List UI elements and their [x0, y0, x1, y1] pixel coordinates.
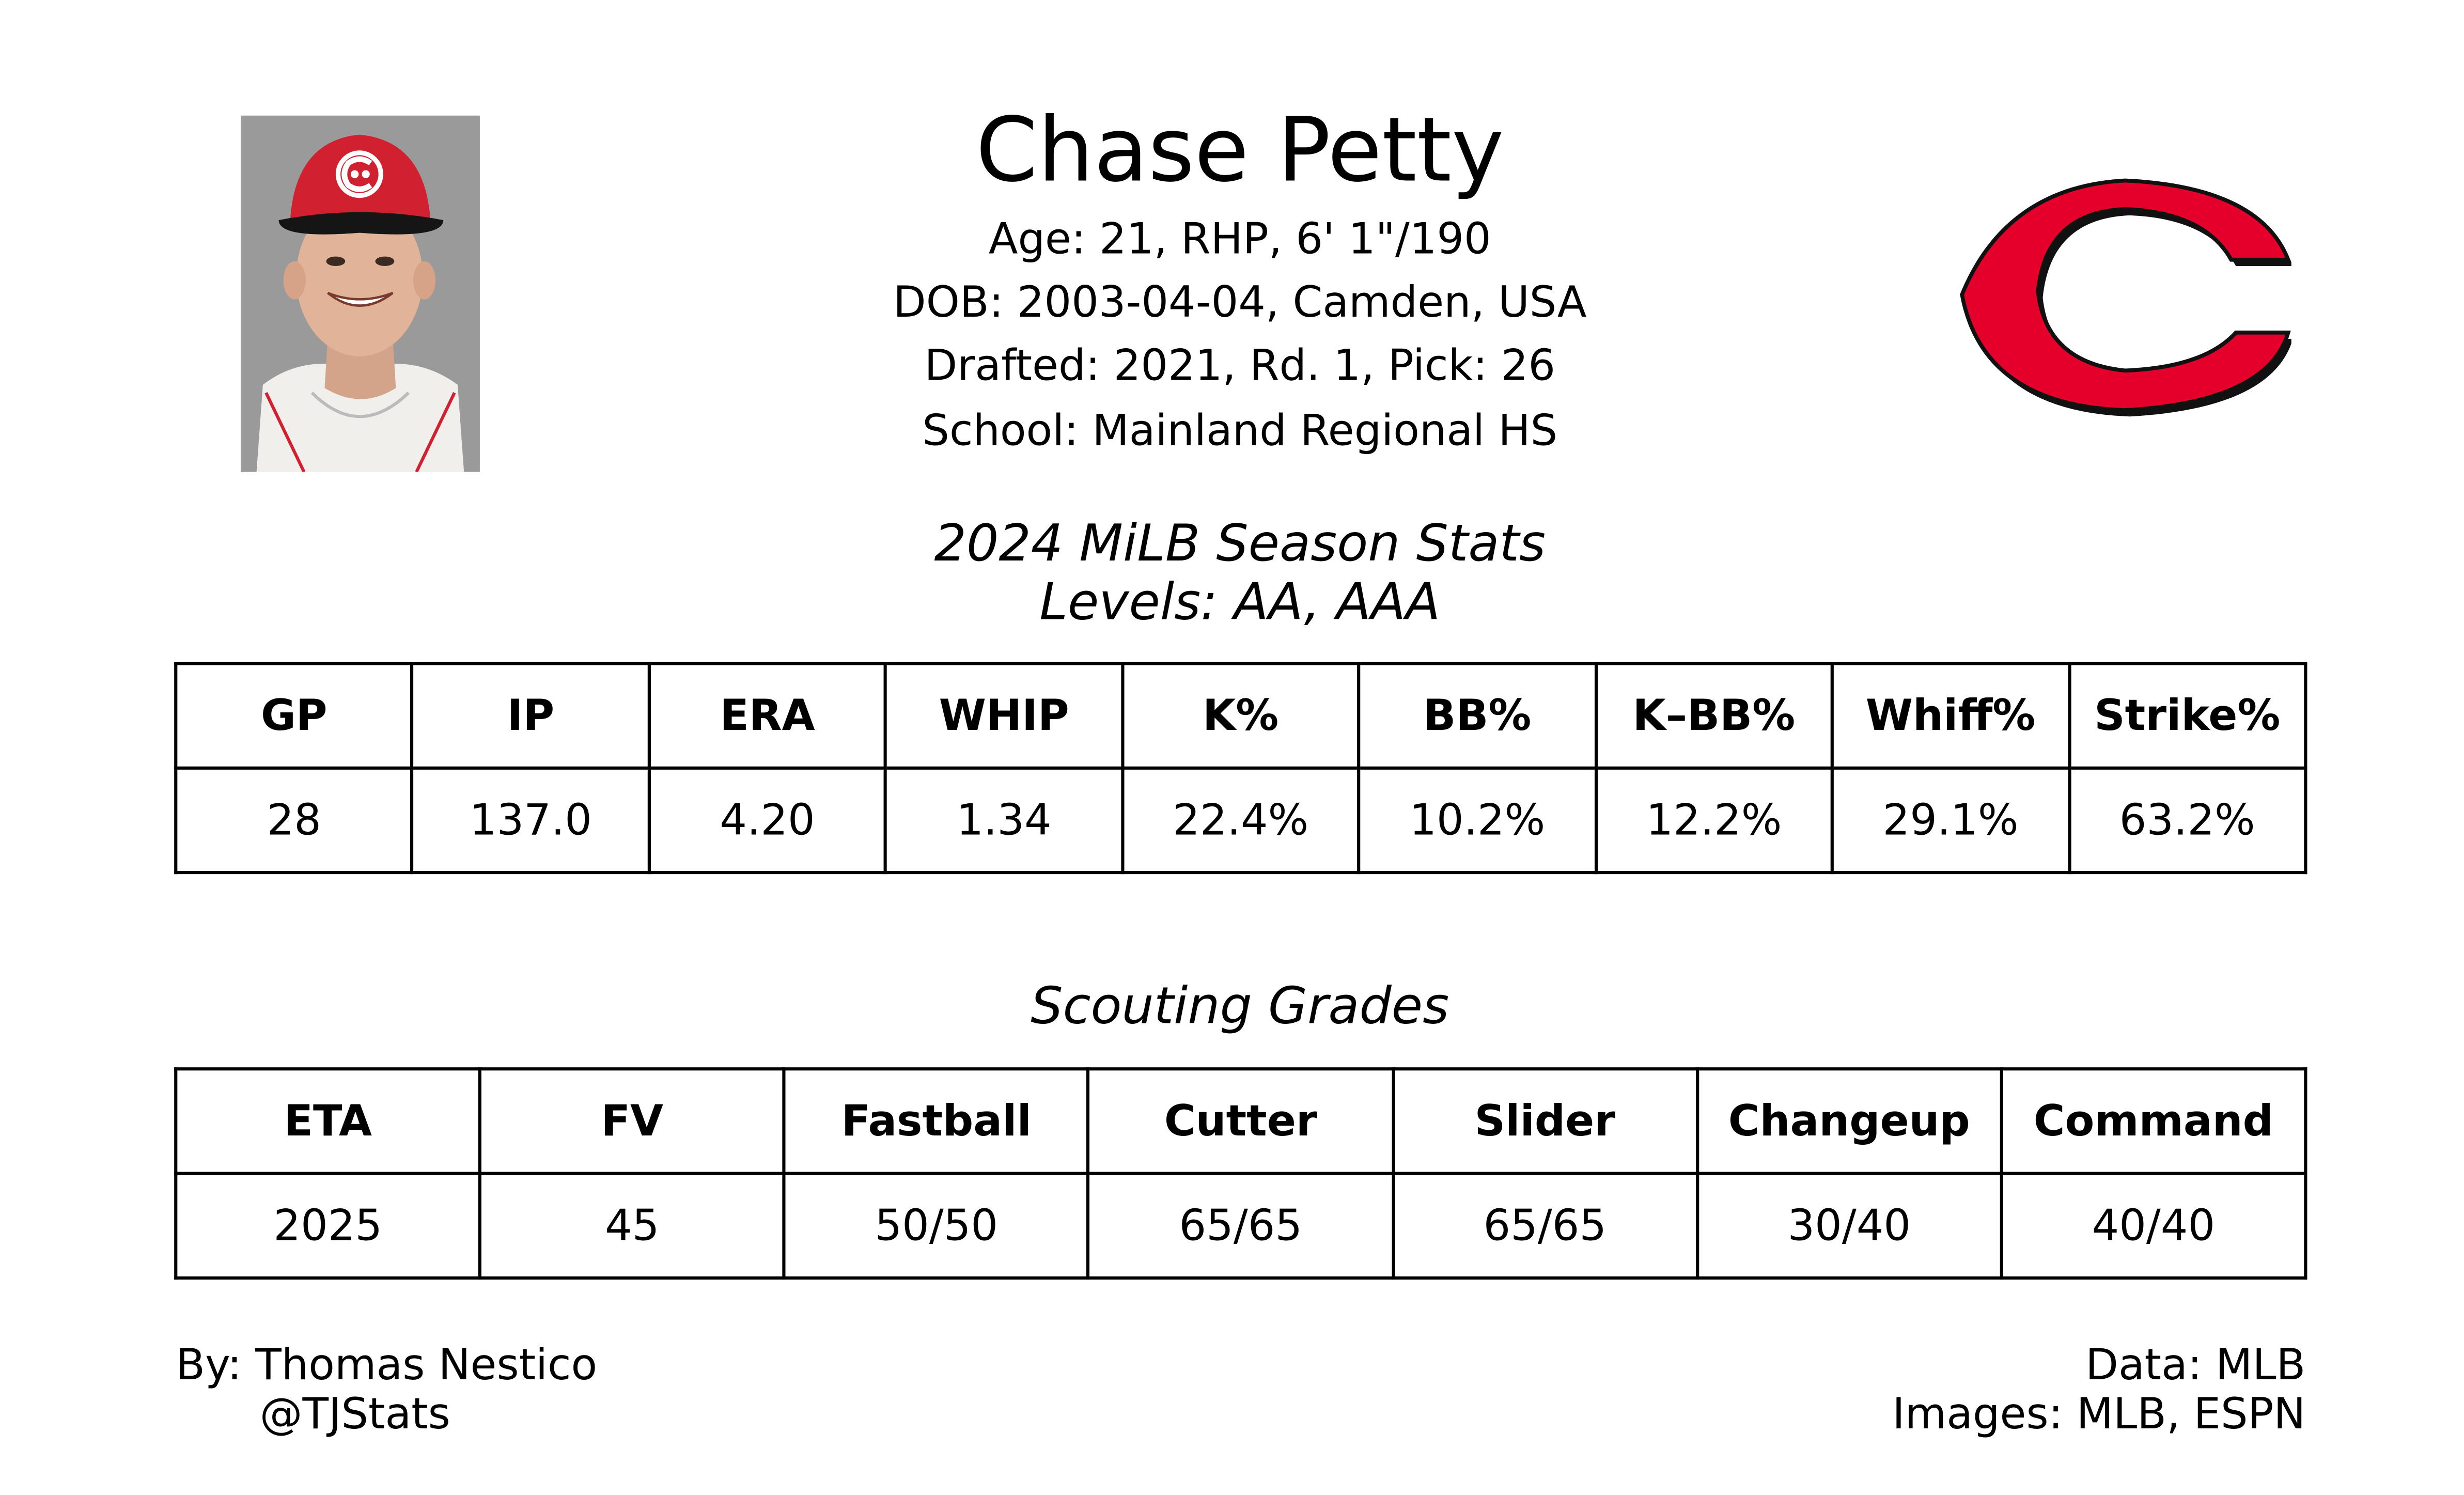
column-header: Cutter: [1087, 1067, 1395, 1175]
table-cell: 29.1%: [1830, 766, 2071, 875]
table-cell: 65/65: [1391, 1172, 1699, 1280]
table-cell: 28: [174, 766, 414, 875]
column-header: Command: [2000, 1067, 2307, 1175]
bio-age-position-size: Age: 21, RHP, 6' 1"/190: [988, 215, 1491, 264]
table-cell: 2025: [174, 1172, 482, 1280]
table-cell: 4.20: [647, 766, 887, 875]
season-stats-levels: Levels: AA, AAA: [1039, 571, 1441, 632]
column-header: FV: [478, 1067, 786, 1175]
scouting-grades-table: ETA FV Fastball Cutter Slider Changeup C…: [174, 1067, 2307, 1280]
column-header: IP: [411, 662, 651, 770]
column-header: BB%: [1357, 662, 1597, 770]
column-header: K%: [1120, 662, 1361, 770]
reds-c-logo-icon: [1960, 178, 2291, 417]
column-header: WHIP: [884, 662, 1124, 770]
column-header: Whiff%: [1830, 662, 2071, 770]
team-logo: [1951, 165, 2291, 422]
table-cell: 12.2%: [1594, 766, 1834, 875]
table-cell: 63.2%: [2067, 766, 2307, 875]
bio-school: School: Mainland Regional HS: [922, 407, 1558, 456]
column-header: GP: [174, 662, 414, 770]
table-cell: 45: [478, 1172, 786, 1280]
table-header-row: ETA FV Fastball Cutter Slider Changeup C…: [174, 1067, 2307, 1175]
author-handle: @TJStats: [259, 1390, 450, 1440]
player-name: Chase Petty: [975, 100, 1504, 203]
bio-draft-info: Drafted: 2021, Rd. 1, Pick: 26: [924, 342, 1556, 392]
column-header: Fastball: [783, 1067, 1090, 1175]
table-row: 28 137.0 4.20 1.34 22.4% 10.2% 12.2% 29.…: [174, 766, 2307, 875]
table-cell: 50/50: [783, 1172, 1090, 1280]
player-headshot-image: [240, 115, 480, 472]
table-row: 2025 45 50/50 65/65 65/65 30/40 40/40: [174, 1172, 2307, 1280]
season-stats-title: 2024 MiLB Season Stats: [934, 513, 1546, 573]
table-cell: 137.0: [411, 766, 651, 875]
table-cell: 1.34: [884, 766, 1124, 875]
images-source-credit: Images: MLB, ESPN: [1892, 1390, 2306, 1440]
column-header: ETA: [174, 1067, 482, 1175]
author-credit: By: Thomas Nestico: [176, 1341, 598, 1391]
table-cell: 40/40: [2000, 1172, 2307, 1280]
column-header: Slider: [1391, 1067, 1699, 1175]
table-cell: 65/65: [1087, 1172, 1395, 1280]
column-header: ERA: [647, 662, 887, 770]
column-header: K–BB%: [1594, 662, 1834, 770]
table-cell: 10.2%: [1357, 766, 1597, 875]
table-cell: 30/40: [1695, 1172, 2003, 1280]
column-header: Changeup: [1695, 1067, 2003, 1175]
column-header: Strike%: [2067, 662, 2307, 770]
scouting-grades-title: Scouting Grades: [1031, 975, 1449, 1036]
season-stats-table: GP IP ERA WHIP K% BB% K–BB% Whiff% Strik…: [174, 662, 2307, 875]
player-headshot-icon: [240, 115, 480, 472]
table-header-row: GP IP ERA WHIP K% BB% K–BB% Whiff% Strik…: [174, 662, 2307, 770]
table-cell: 22.4%: [1120, 766, 1361, 875]
bio-dob-birthplace: DOB: 2003-04-04, Camden, USA: [893, 278, 1587, 328]
data-source-credit: Data: MLB: [2085, 1341, 2306, 1391]
